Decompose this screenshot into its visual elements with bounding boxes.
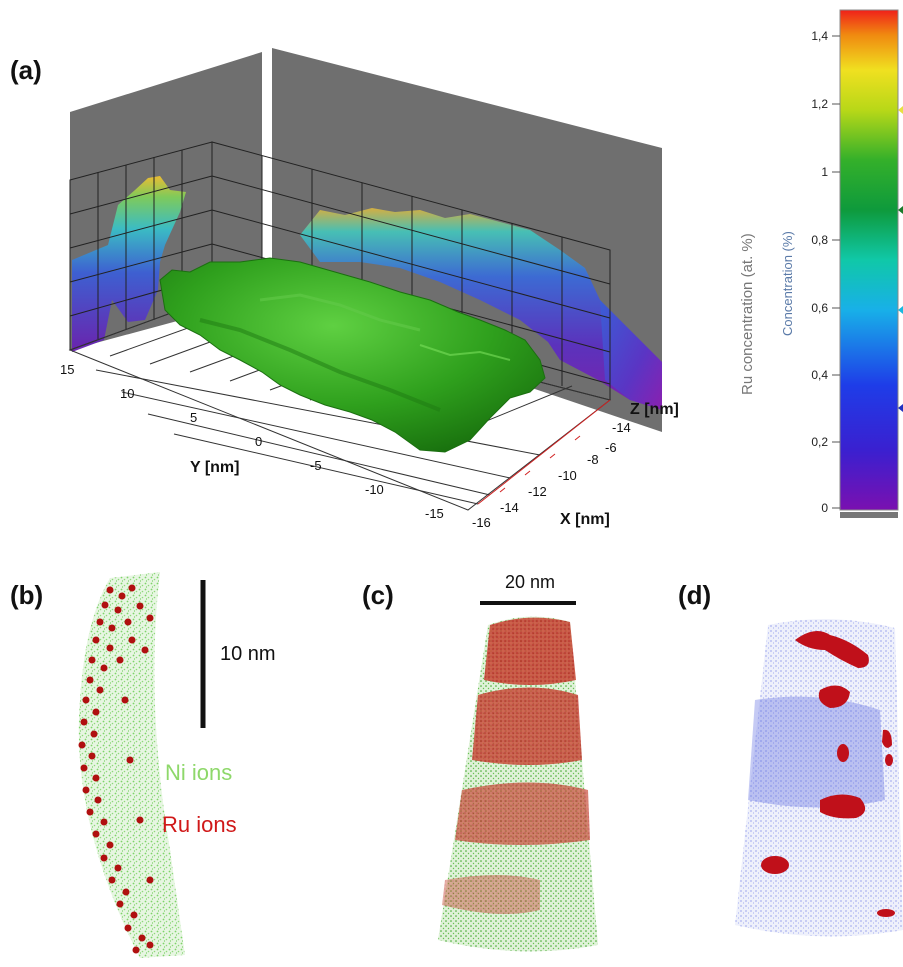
x-tick: -12 xyxy=(528,484,547,499)
z-axis-label: Z [nm] xyxy=(630,401,679,418)
x-tick: -6 xyxy=(605,440,617,455)
colorbar-tick: 0,4 xyxy=(811,368,828,382)
colorbar: 0 0,2 0,4 0,6 0,8 1 1,2 1,4 Ru concentra… xyxy=(739,9,903,518)
colorbar-tick: 0,8 xyxy=(811,233,828,247)
panel-b-label: (b) xyxy=(10,580,44,610)
y-tick: -5 xyxy=(310,458,322,473)
x-tick: -14 xyxy=(500,500,519,515)
colorbar-tick: 1 xyxy=(821,165,828,179)
colorbar-label-concentration: Concentration (%) xyxy=(780,231,795,336)
colorbar-tick: 0 xyxy=(821,501,828,515)
colorbar-label-ru: Ru concentration (at. %) xyxy=(739,233,756,395)
x-tick: -8 xyxy=(587,452,599,467)
panel-a-3d-plot: 15 10 5 0 -5 -10 -15 Y [nm] -16 -14 -12 … xyxy=(60,45,679,530)
legend-ni-ions: Ni ions xyxy=(165,760,233,785)
y-tick: 5 xyxy=(190,410,197,425)
panel-b-scale-label: 10 nm xyxy=(220,643,276,665)
y-axis-label: Y [nm] xyxy=(190,459,239,476)
x-axis-label: X [nm] xyxy=(560,511,610,528)
wall-gap xyxy=(262,45,272,310)
ru-isosurfaces xyxy=(761,631,895,917)
colorbar-footer-bar xyxy=(840,512,898,518)
y-tick: 0 xyxy=(255,434,262,449)
colorbar-tick: 0,6 xyxy=(811,301,828,315)
y-tick: -10 xyxy=(365,482,384,497)
y-tick: 10 xyxy=(120,386,134,401)
panel-c-ru-band-bottom xyxy=(442,875,540,914)
panel-d-label: (d) xyxy=(678,580,712,610)
panel-d-blue-dense xyxy=(748,696,885,808)
x-tick: -10 xyxy=(558,468,577,483)
x-axis-red-ticks xyxy=(477,399,611,505)
ni-isosurface-blob xyxy=(159,257,546,453)
panel-c-label: (c) xyxy=(362,580,394,610)
colorbar-gradient xyxy=(839,9,899,511)
colorbar-tick: 0,2 xyxy=(811,435,828,449)
ru-ion-points xyxy=(78,584,154,954)
panel-c-ru-band-mid xyxy=(472,687,582,765)
right-concentration-surface xyxy=(600,300,662,410)
z-tick: -14 xyxy=(612,420,631,435)
panel-c-ru-band-top xyxy=(484,617,576,685)
colorbar-tick: 1,4 xyxy=(811,29,828,43)
back-concentration-surface xyxy=(300,208,662,405)
panel-c-scale-label: 20 nm xyxy=(505,572,556,592)
panel-c-ru-band-low xyxy=(455,782,590,845)
y-tick: -15 xyxy=(425,506,444,521)
colorbar-tick: 1,2 xyxy=(811,97,828,111)
panel-a-label: (a) xyxy=(10,55,42,85)
x-tick: -16 xyxy=(472,515,491,530)
y-tick: 15 xyxy=(60,362,74,377)
left-concentration-surface xyxy=(72,176,186,352)
colorbar-markers xyxy=(898,106,903,412)
legend-ru-ions: Ru ions xyxy=(162,812,237,837)
